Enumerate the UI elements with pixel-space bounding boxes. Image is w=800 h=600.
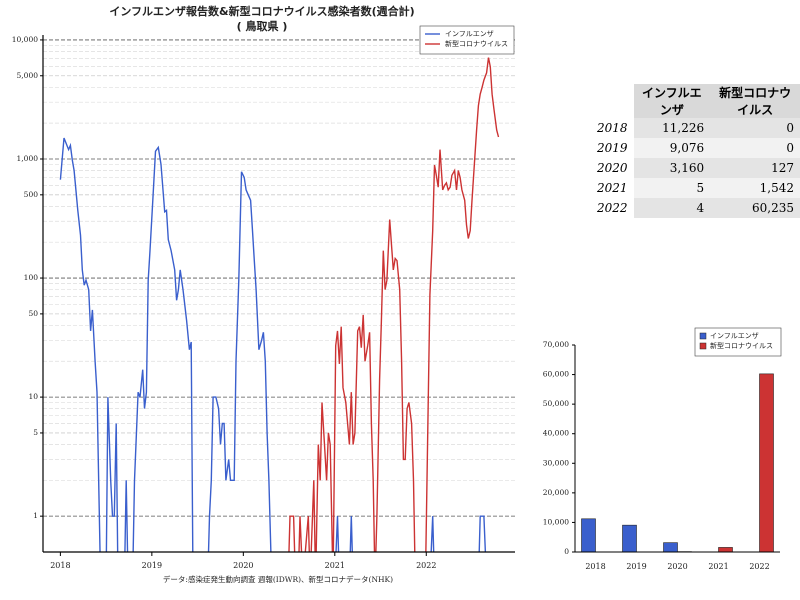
x-tick-label: 2021 [325, 561, 345, 570]
y-tick-label: 10,000 [543, 517, 569, 526]
corner-cell [597, 84, 634, 118]
y-tick-label: 10,000 [12, 35, 38, 44]
x-tick-label: 2018 [585, 562, 605, 571]
table-cell: 127 [710, 158, 800, 178]
row-label: 2020 [597, 158, 634, 178]
row-label: 2021 [597, 178, 634, 198]
table-row: 2020 3,160 127 [597, 158, 800, 178]
row-label: 2019 [597, 138, 634, 158]
chart-subtitle: ( 鳥取県 ) [237, 19, 288, 33]
table-cell: 0 [710, 138, 800, 158]
legend-box [694, 327, 782, 357]
y-tick-label: 60,000 [543, 370, 569, 379]
column-header: 新型コロナウイルス [710, 84, 800, 118]
x-tick-label: 2021 [708, 562, 728, 571]
legend-label: 新型コロナウイルス [710, 341, 773, 350]
y-tick-label: 40,000 [543, 429, 569, 438]
y-tick-label: 20,000 [543, 488, 569, 497]
y-tick-label: 5,000 [17, 71, 39, 80]
row-label: 2018 [597, 118, 634, 138]
x-tick-label: 2020 [233, 561, 253, 570]
legend-label: 新型コロナウイルス [445, 39, 508, 48]
column-header: インフルエンザ [633, 84, 711, 118]
table-row: 2021 5 1,542 [597, 178, 800, 198]
bar [581, 518, 596, 553]
source-note: データ:感染症発生動向調査 週報(IDWR)、新型コロナデータ(NHK) [163, 574, 393, 584]
legend-box [419, 25, 515, 55]
y-tick-label: 50,000 [543, 399, 569, 408]
row-label: 2022 [597, 198, 634, 218]
y-tick-label: 50 [28, 309, 38, 318]
series-line [288, 57, 500, 552]
y-tick-label: 100 [24, 273, 39, 282]
bar [622, 524, 637, 553]
y-tick-label: 70,000 [543, 340, 569, 349]
y-tick-label: 0 [564, 547, 569, 556]
y-tick-label: 10 [28, 392, 38, 401]
legend-swatch [699, 332, 707, 340]
header-row: インフルエンザ 新型コロナウイルス [597, 84, 800, 118]
y-tick-label: 5 [33, 428, 38, 437]
table-row: 2022 4 60,235 [597, 198, 800, 218]
table-cell: 5 [633, 178, 711, 198]
bar-chart: 0 10,000 20,000 30,000 40,000 50,000 60,000 70,… [543, 327, 782, 571]
legend-swatch [699, 342, 707, 350]
x-tick-label: 2022 [749, 562, 769, 571]
bar [663, 542, 678, 553]
y-tick-label: 500 [24, 190, 39, 199]
x-tick-label: 2019 [626, 562, 646, 571]
y-tick-label: 1 [33, 511, 38, 520]
x-tick-label: 2018 [50, 561, 70, 570]
table-row: 2018 11,226 0 [597, 118, 800, 138]
table-cell: 4 [633, 198, 711, 218]
table-cell: 1,542 [710, 178, 800, 198]
table-row: 2019 9,076 0 [597, 138, 800, 158]
legend-label: インフルエンザ [710, 332, 759, 340]
y-tick-label: 30,000 [543, 458, 569, 467]
summary-table: インフルエンザ 新型コロナウイルス 2018 11,226 0 2019 9,076 0 202… [597, 84, 800, 218]
x-tick-label: 2020 [667, 562, 687, 571]
chart-title: インフルエンザ報告数&新型コロナウイルス感染者数(週合計) [109, 4, 414, 18]
y-tick-label: 1,000 [17, 154, 39, 163]
x-tick-label: 2022 [416, 561, 436, 570]
table-cell: 9,076 [633, 138, 711, 158]
line-chart: 1 5 10 50 100 500 1,000 5,000 10,000 2018 2019 2020… [12, 25, 515, 570]
table-cell: 3,160 [633, 158, 711, 178]
bar [759, 373, 774, 553]
table-cell: 0 [710, 118, 800, 138]
series-line [59, 137, 487, 552]
legend-label: インフルエンザ [445, 30, 494, 38]
table-cell: 11,226 [633, 118, 711, 138]
table-cell: 60,235 [710, 198, 800, 218]
x-tick-label: 2019 [142, 561, 162, 570]
bar [718, 547, 733, 553]
